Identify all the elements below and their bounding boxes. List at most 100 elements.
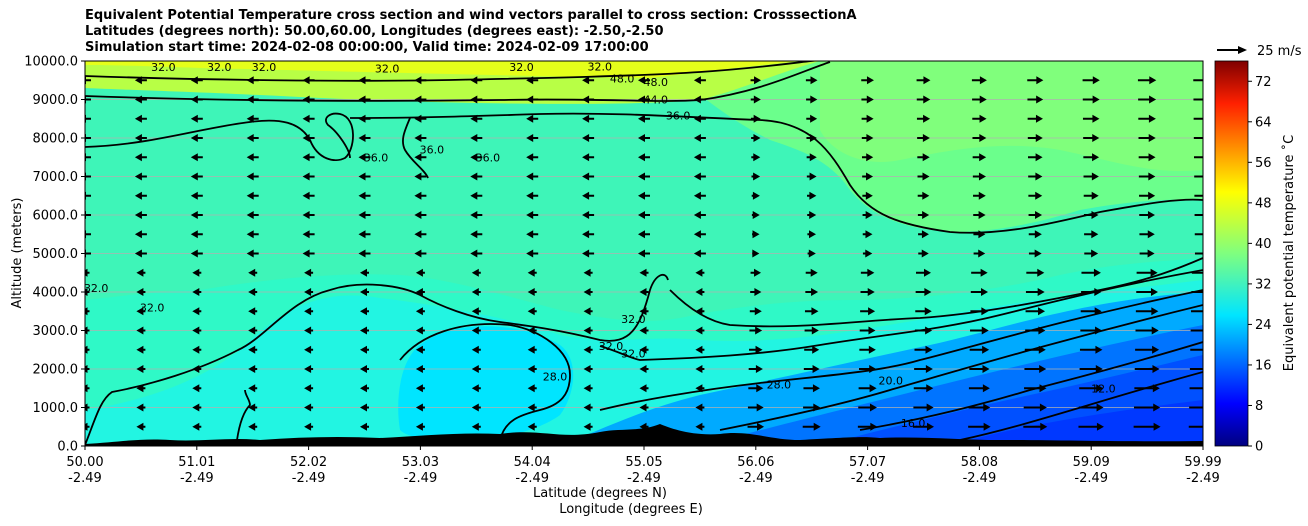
wind-vector-head-236 bbox=[754, 268, 762, 277]
wind-vector-head-61 bbox=[248, 345, 256, 354]
wind-vector-head-66 bbox=[246, 249, 254, 258]
wind-vector-head-43 bbox=[192, 326, 200, 335]
wind-vector-head-175 bbox=[583, 345, 591, 354]
contour-label-17: 32.0 bbox=[621, 348, 646, 361]
wind-vector-head-209 bbox=[695, 422, 703, 431]
wind-vector-head-85 bbox=[302, 249, 310, 258]
wind-vector-head-362 bbox=[1153, 403, 1161, 412]
wind-vector-head-63 bbox=[248, 307, 256, 316]
wind-vector-head-83 bbox=[304, 288, 312, 296]
wind-vector-head-57 bbox=[248, 422, 256, 431]
wind-vector-head-397 bbox=[1206, 96, 1213, 104]
wind-vector-head-144 bbox=[470, 211, 478, 219]
wind-vector-head-395 bbox=[1205, 134, 1212, 142]
wind-vector-head-210 bbox=[695, 403, 703, 412]
wind-vector-head-295 bbox=[921, 230, 929, 239]
wind-vector-head-52 bbox=[190, 153, 198, 162]
contour-24 bbox=[599, 289, 1203, 411]
contour-label-21: 12.0 bbox=[1091, 382, 1116, 395]
wind-vector-head-110 bbox=[358, 134, 366, 142]
wind-vector-head-145 bbox=[470, 191, 478, 200]
wind-vector-head-357 bbox=[1092, 134, 1100, 142]
wind-vector-head-221 bbox=[693, 191, 701, 200]
wind-vector-head-157 bbox=[527, 326, 535, 335]
wind-vector-head-248 bbox=[813, 403, 821, 412]
wind-vector-head-131 bbox=[414, 95, 422, 104]
wind-vector-head-130 bbox=[414, 114, 422, 123]
wind-vector-head-267 bbox=[869, 403, 877, 412]
wind-vector-head-247 bbox=[813, 422, 821, 431]
wind-vector-head-86 bbox=[302, 230, 310, 239]
wind-vector-head-162 bbox=[526, 230, 534, 239]
wind-vector-head-163 bbox=[526, 211, 534, 219]
wind-vector-head-121 bbox=[415, 288, 423, 296]
contour-36-loop bbox=[402, 117, 429, 179]
wind-vector-head-76 bbox=[304, 422, 312, 431]
contour-label-13: 32.0 bbox=[84, 282, 109, 295]
wind-vector-head-44 bbox=[192, 307, 200, 316]
contour-label-6: 48.0 bbox=[610, 72, 635, 85]
wind-vector-head-129 bbox=[414, 134, 422, 142]
wind-vector-head-2 bbox=[85, 384, 88, 393]
wind-vector-head-279 bbox=[866, 172, 874, 181]
wind-vector-head-282 bbox=[866, 114, 874, 123]
x-tick-lat-label-9: 59.09 bbox=[1073, 455, 1110, 470]
colorbar-tick-label-0: 0 bbox=[1255, 440, 1263, 455]
wind-vector-head-379 bbox=[1149, 76, 1157, 85]
wind-vector-head-269 bbox=[869, 365, 877, 373]
wind-vector-head-296 bbox=[922, 211, 930, 219]
wind-vector-head-77 bbox=[304, 403, 312, 412]
wind-vector-head-134 bbox=[471, 403, 479, 412]
wind-vector-head-375 bbox=[1148, 153, 1156, 162]
wind-vector-head-117 bbox=[415, 365, 423, 373]
wind-vector-head-147 bbox=[470, 153, 478, 162]
wind-vector-head-199 bbox=[638, 249, 645, 258]
wind-vector-head-165 bbox=[526, 172, 534, 181]
wind-vector-head-171 bbox=[583, 422, 591, 431]
contour-label-19: 28.0 bbox=[767, 378, 792, 391]
x-tick-lat-label-8: 58.08 bbox=[961, 455, 998, 470]
wind-vector-head-54 bbox=[190, 114, 198, 123]
title-line-2: Latitudes (degrees north): 50.00,60.00, … bbox=[85, 24, 664, 39]
y-tick-label-3: 3000.0 bbox=[33, 324, 79, 339]
wind-vector-head-378 bbox=[1149, 95, 1157, 104]
wind-vector-head-235 bbox=[754, 288, 762, 296]
wind-vector-head-123 bbox=[414, 249, 422, 258]
wind-vector-head-29 bbox=[134, 230, 142, 239]
wind-vector-head-353 bbox=[1091, 211, 1099, 219]
wind-vector-head-34 bbox=[134, 134, 142, 142]
wind-vector-head-228 bbox=[757, 422, 765, 431]
wind-vector-head-266 bbox=[870, 422, 878, 431]
wind-vector-head-50 bbox=[190, 191, 198, 200]
wind-vector-head-253 bbox=[811, 307, 819, 316]
wind-vector-head-306 bbox=[982, 384, 990, 393]
wind-vector-head-287 bbox=[926, 384, 934, 393]
wind-vector-head-169 bbox=[526, 95, 534, 104]
wind-vector-head-217 bbox=[695, 268, 703, 277]
wind-vector-head-374 bbox=[1148, 172, 1156, 181]
wind-vector-head-26 bbox=[136, 288, 144, 296]
wind-vector-head-259 bbox=[809, 191, 817, 200]
wind-vector-head-182 bbox=[582, 211, 590, 219]
wind-vector-head-28 bbox=[134, 249, 142, 258]
wind-vector-head-244 bbox=[753, 114, 761, 123]
wind-vector-head-59 bbox=[248, 384, 256, 393]
chart-title: Equivalent Potential Temperature cross s… bbox=[85, 8, 857, 56]
wind-vector-head-255 bbox=[810, 268, 818, 277]
wind-vector-head-124 bbox=[414, 230, 422, 239]
colorbar-tick-label-9: 72 bbox=[1255, 75, 1272, 90]
wind-vector-head-333 bbox=[1034, 230, 1042, 239]
wind-vector-head-132 bbox=[414, 76, 422, 85]
contour-label-9: 36.0 bbox=[666, 110, 691, 123]
wind-vector-head-24 bbox=[136, 326, 144, 335]
wind-vector-head-81 bbox=[304, 326, 312, 335]
wind-vector-head-365 bbox=[1152, 345, 1160, 354]
wind-vector-head-95 bbox=[360, 422, 367, 431]
wind-vector-head-88 bbox=[302, 191, 310, 200]
wind-vector-head-191 bbox=[639, 403, 647, 412]
contour-label-1: 32.0 bbox=[207, 61, 232, 74]
wind-vector-head-158 bbox=[527, 307, 535, 316]
wind-vector-head-321 bbox=[979, 95, 987, 104]
wind-vector-head-67 bbox=[246, 230, 254, 239]
wind-vector-head-71 bbox=[246, 153, 254, 162]
